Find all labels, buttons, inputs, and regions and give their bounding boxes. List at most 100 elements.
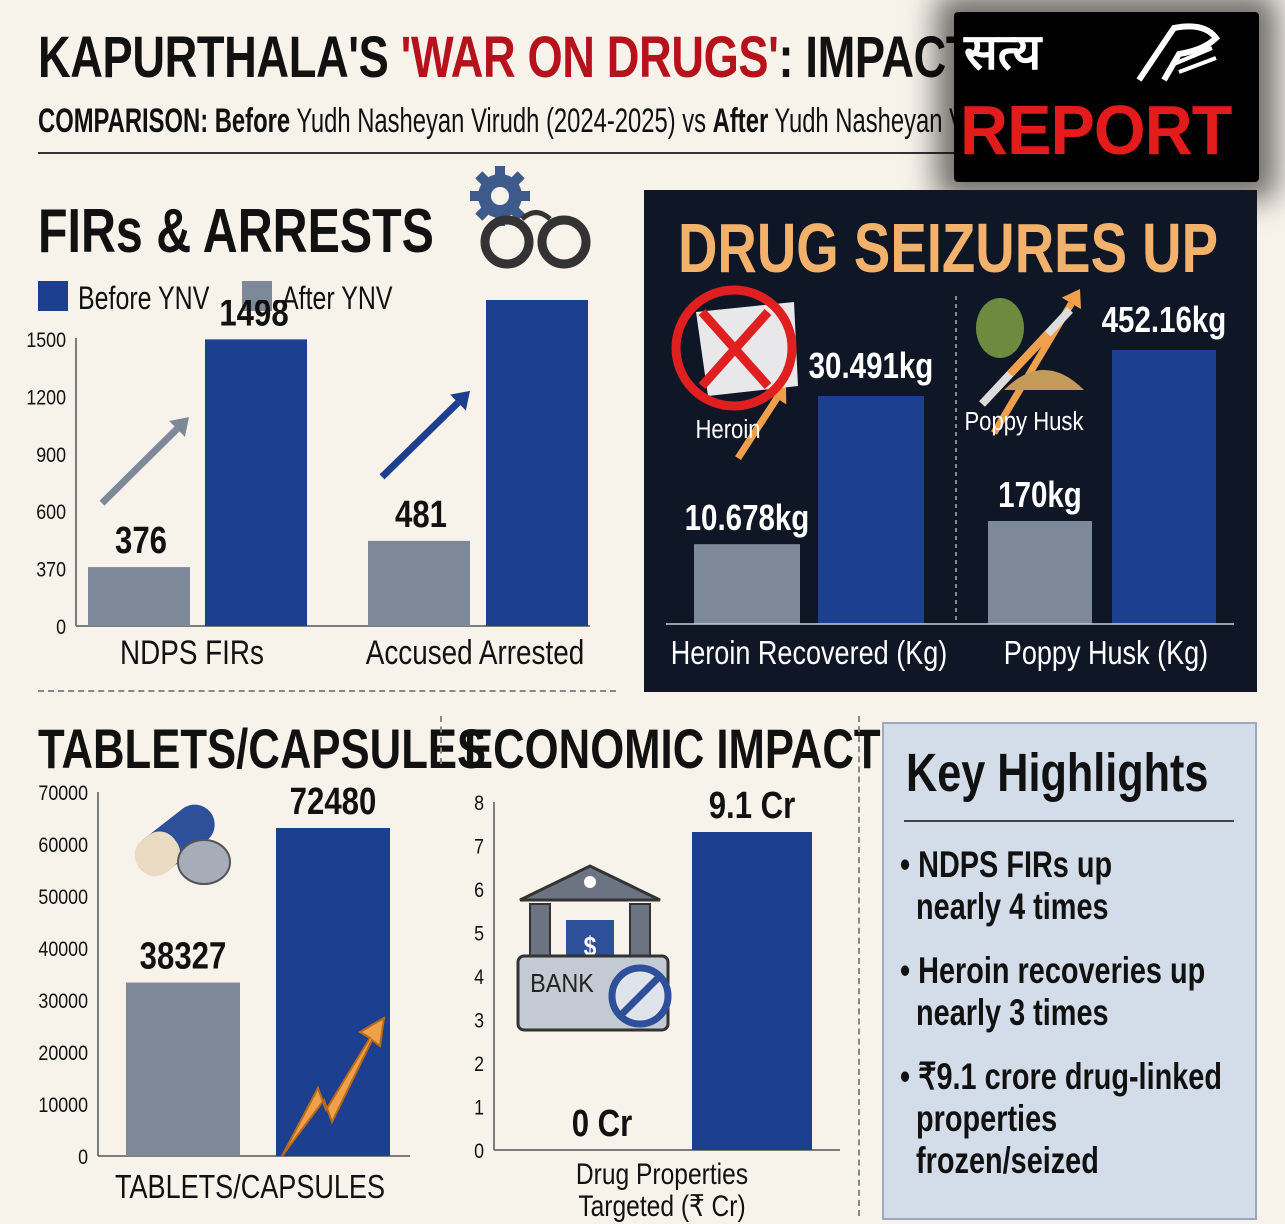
y-tick-label: 2 xyxy=(474,1053,484,1077)
economic-section-title: ECONOMIC IMPACT xyxy=(464,717,881,780)
y-tick-label: 900 xyxy=(36,443,66,467)
bar-value-label: 38327 xyxy=(140,936,227,978)
subtitle-after-word: After xyxy=(712,102,769,140)
tablets-chart: 0 10000 20000 30000 40000 50000 60000 70000 3832… xyxy=(38,781,410,1206)
bank-pillar-icon xyxy=(629,903,651,961)
trend-arrow-shaft xyxy=(735,396,780,461)
y-tick-label: 50000 xyxy=(38,886,88,910)
bar-value-label: 0 Cr xyxy=(572,1103,633,1145)
y-tick-label: 10000 xyxy=(38,1094,88,1118)
section-divider xyxy=(440,716,442,764)
block-slash-icon xyxy=(619,975,661,1017)
highlights-rule xyxy=(904,820,1234,822)
economic-chart: 0 1 2 3 4 5 6 7 8 9.1 Cr 0 Cr Drug PropertiesTarget… xyxy=(474,785,840,1223)
x-category-label: Targeted (₹ Cr) xyxy=(578,1189,745,1223)
trend-arrow-head xyxy=(450,390,470,411)
y-tick-label: 4 xyxy=(474,966,484,990)
trend-arrow-shaft xyxy=(99,426,180,506)
trend-arrow-head xyxy=(1061,288,1082,310)
bar-before xyxy=(692,832,812,1150)
y-tick-label: 30000 xyxy=(38,990,88,1014)
highlight-item: • Heroin recoveries up nearly 3 times xyxy=(900,950,1206,1033)
icon-caption: Poppy Husk xyxy=(964,407,1084,436)
bar-value-label: 9.1 Cr xyxy=(709,785,796,827)
y-tick-label: 0 xyxy=(78,1146,88,1170)
trend-arrow-shaft xyxy=(379,400,461,480)
x-category-label: Heroin Recovered (Kg) xyxy=(671,636,948,672)
legend-before-swatch xyxy=(38,281,68,311)
icon-caption: Heroin xyxy=(695,415,760,444)
y-tick-label: 600 xyxy=(36,501,66,525)
bar-value-label: 170kg xyxy=(998,474,1082,514)
logo-report-text: REPORT xyxy=(960,91,1232,169)
poppy-husk-pile-icon xyxy=(1004,370,1084,390)
bar-value-label: 452.16kg xyxy=(1102,299,1227,339)
satya-report-logo: सत्य REPORT xyxy=(954,12,1259,182)
bar-value-label: 376 xyxy=(115,520,167,562)
y-tick-label: 6 xyxy=(474,879,484,903)
subtitle-before-text: Yudh Nasheyan Virudh (2024-2025) vs xyxy=(296,102,707,140)
tablets-section-title: TABLETS/CAPSULES xyxy=(38,717,487,780)
bar-after xyxy=(88,567,190,626)
drug-seizures-chart: 10.678kg 30.491kg Heroin Recovered (Kg) 170… xyxy=(666,285,1234,672)
x-category-label: TABLETS/CAPSULES xyxy=(115,1170,385,1206)
drug-seizures-title: DRUG SEIZURES UP xyxy=(678,209,1219,287)
x-category-label: Accused Arrested xyxy=(366,633,584,671)
bank-icon-text: BANK xyxy=(530,970,594,998)
bank-pillar-icon xyxy=(529,903,551,961)
y-tick-label: 1 xyxy=(474,1096,484,1120)
y-tick-label: 70000 xyxy=(38,782,88,806)
drug-seizures-panel: DRUG SEIZURES UP 10.678kg 30.491kg Heroin … xyxy=(644,190,1257,692)
bar-after xyxy=(368,540,470,626)
bar-value-label: 10.678kg xyxy=(685,497,810,537)
legend-after-swatch xyxy=(242,281,272,311)
y-tick-label: 1500 xyxy=(26,329,66,353)
subtitle-prefix: COMPARISON: xyxy=(38,102,209,140)
legend-before-label: Before YNV xyxy=(78,280,210,316)
y-tick-label: 20000 xyxy=(38,1042,88,1066)
bar-before xyxy=(205,339,307,626)
capsule-half-icon xyxy=(134,831,181,877)
logo-swoosh-icon xyxy=(1136,23,1220,82)
logo-hindi-text: सत्य xyxy=(964,23,1042,81)
highlights-title: Key Highlights xyxy=(906,743,1209,803)
page-subtitle: COMPARISON: Before Yudh Nasheyan Virudh … xyxy=(38,102,1017,141)
bar-value-label: 72480 xyxy=(290,781,377,823)
trend-arrow-head xyxy=(767,384,787,405)
bar-before xyxy=(486,300,588,626)
handcuffs-gear-icon xyxy=(470,166,591,269)
y-tick-label: 40000 xyxy=(38,938,88,962)
subtitle-before-word: Before xyxy=(214,102,291,140)
y-tick-label: 370 xyxy=(36,558,66,582)
bar-before xyxy=(1112,350,1216,624)
x-category-label: NDPS FIRs xyxy=(120,633,264,671)
key-highlights-box: Key Highlights • NDPS FIRs up nearly 4 t… xyxy=(882,722,1257,1220)
bar-value-label: 481 xyxy=(395,494,447,536)
highlight-item: • NDPS FIRs up nearly 4 times xyxy=(900,844,1113,927)
legend-after-label: After YNV xyxy=(282,280,393,316)
bar-before xyxy=(818,396,924,624)
y-tick-label: 60000 xyxy=(38,834,88,858)
bar-value-label: 30.491kg xyxy=(809,345,934,385)
y-tick-label: 8 xyxy=(474,792,484,816)
syringe-fill-icon xyxy=(1007,331,1051,377)
tablet-icon xyxy=(177,839,231,885)
bar-after xyxy=(126,982,240,1156)
y-tick-label: 3 xyxy=(474,1009,484,1033)
poppy-pod-icon xyxy=(976,298,1024,358)
bank-emblem-icon xyxy=(584,876,596,888)
bar-after xyxy=(988,520,1092,624)
section-divider xyxy=(38,690,616,692)
title-highlight: 'WAR ON DRUGS' xyxy=(400,25,779,90)
y-tick-label: 1200 xyxy=(26,386,66,410)
y-tick-label: 0 xyxy=(474,1140,484,1164)
x-category-label: Poppy Husk (Kg) xyxy=(1004,636,1208,672)
x-category-label: Drug Properties xyxy=(576,1157,748,1191)
bar-value-label: 1498 xyxy=(219,300,288,334)
section-divider xyxy=(858,716,860,1216)
header-rule xyxy=(38,152,1253,154)
trend-arrow-head xyxy=(169,417,189,437)
prohibition-cross-icon xyxy=(698,309,772,389)
y-tick-label: 0 xyxy=(56,616,66,640)
